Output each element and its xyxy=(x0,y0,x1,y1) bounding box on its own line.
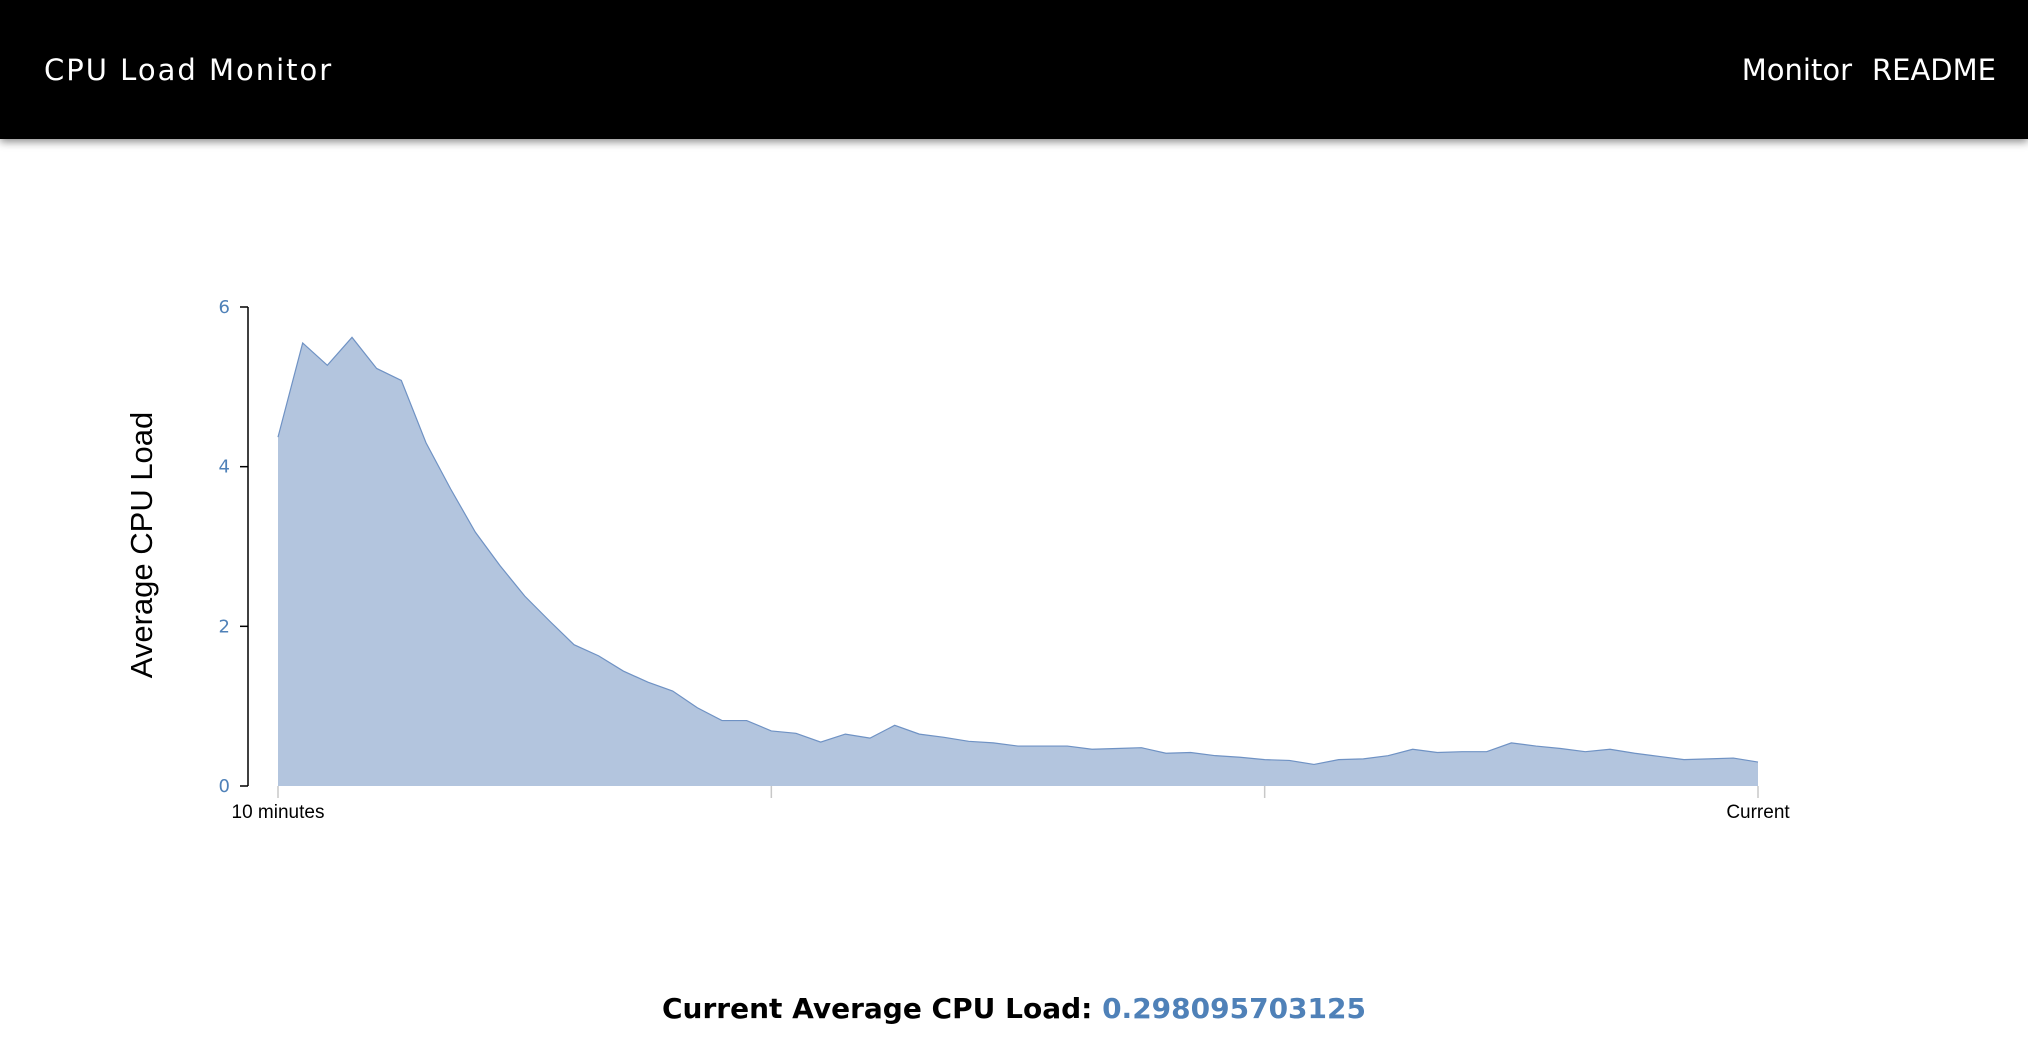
top-navbar: CPU Load Monitor Monitor README xyxy=(0,0,2028,139)
cpu-load-line xyxy=(277,336,1759,766)
chart-area xyxy=(277,336,1759,786)
y-tick-label: 2 xyxy=(219,616,230,637)
x-axis: 10 minutes Current xyxy=(232,786,1790,823)
y-axis: 0 2 4 6 xyxy=(219,297,249,797)
y-tick-label: 0 xyxy=(219,776,230,797)
y-tick-label: 6 xyxy=(219,297,230,318)
cpu-load-area xyxy=(278,337,1758,786)
current-load-readout: Current Average CPU Load: 0.298095703125 xyxy=(0,992,2028,1025)
nav-links: Monitor README xyxy=(1742,53,1996,87)
nav-link-monitor[interactable]: Monitor xyxy=(1741,52,1852,87)
app-title: CPU Load Monitor xyxy=(44,52,334,87)
x-end-label: Current xyxy=(1726,802,1790,823)
y-axis-label: Average CPU Load xyxy=(124,412,159,679)
current-load-value: 0.298095703125 xyxy=(1102,992,1366,1025)
cpu-load-chart: 0 2 4 6 10 minutes Current Average CPU Load xyxy=(124,297,1790,823)
y-tick-label: 4 xyxy=(219,457,230,478)
x-start-label: 10 minutes xyxy=(232,802,325,823)
nav-link-readme[interactable]: README xyxy=(1872,52,1996,87)
current-load-label: Current Average CPU Load: xyxy=(662,992,1093,1025)
